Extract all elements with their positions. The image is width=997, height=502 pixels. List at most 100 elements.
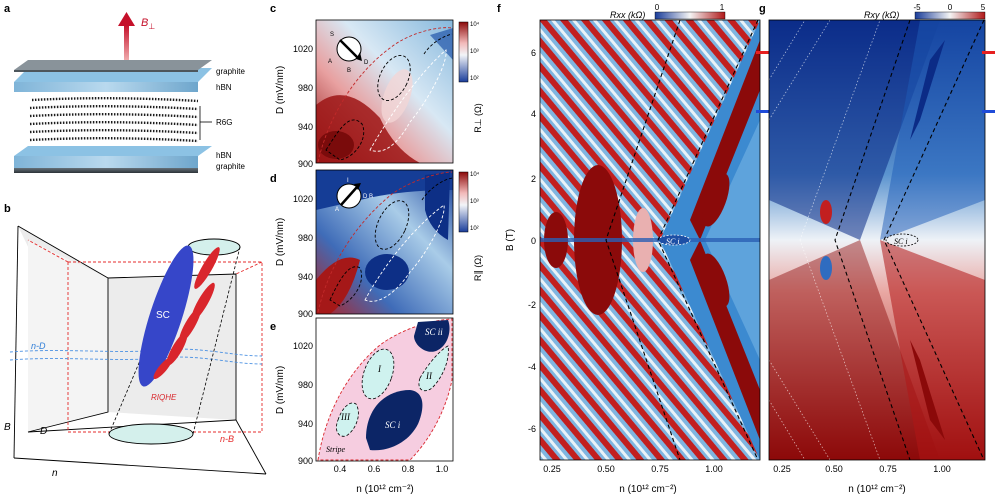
contact-i: I (347, 178, 349, 184)
panel-e: e SC ii I II III SC i Stripe 1020 980 94… (270, 317, 454, 495)
panel-c: c S A D B 1020 980 940 900 D (mV/nm) 10⁴… (270, 3, 483, 169)
region-iii (336, 402, 359, 437)
riqhe-ellipsoids (153, 247, 220, 380)
g-cbar-label: Rxy (kΩ) (864, 10, 899, 20)
g-dashed-lines (834, 20, 985, 460)
f-xticks: 0.25 0.50 0.75 1.00 (543, 464, 723, 474)
layer-label-bottom-graphite: graphite (216, 162, 245, 171)
svg-text:6: 6 (531, 48, 536, 58)
nd-label: n-D (31, 341, 46, 351)
d-cbar-label: R∥ (Ω) (473, 255, 483, 281)
svg-text:900: 900 (298, 456, 313, 466)
svg-text:10⁴: 10⁴ (470, 21, 480, 28)
sc-ellipsoid (138, 245, 194, 387)
nb-label: n-B (220, 434, 234, 444)
c-colorbar (458, 21, 469, 83)
svg-text:1: 1 (720, 3, 725, 12)
g-marker-blue (982, 110, 995, 113)
c-colorbar-ticks: 10⁴ 10³ 10² (470, 21, 480, 82)
svg-text:5: 5 (981, 3, 986, 12)
svg-text:900: 900 (298, 159, 313, 169)
svg-text:980: 980 (298, 83, 313, 93)
svg-text:0.8: 0.8 (402, 464, 415, 474)
svg-text:0.4: 0.4 (334, 464, 347, 474)
d-ylabel: D (mV/nm) (275, 218, 286, 266)
svg-text:0.25: 0.25 (773, 464, 791, 474)
layer-label-r6g: R6G (216, 118, 232, 127)
f-xlabel: n (10¹² cm⁻²) (619, 484, 677, 495)
label-sc-i: SC i (385, 420, 401, 430)
svg-text:1.00: 1.00 (705, 464, 723, 474)
svg-text:1.0: 1.0 (436, 464, 449, 474)
e-xlabel: n (10¹² cm⁻²) (356, 484, 414, 495)
f-marker-red (756, 51, 769, 54)
svg-text:940: 940 (298, 272, 313, 282)
contact-d: D (364, 60, 369, 66)
label-ii: II (425, 371, 433, 381)
e-yticks: 1020 980 940 900 (293, 341, 313, 466)
svg-text:1.00: 1.00 (933, 464, 951, 474)
f-ylabel: B (T) (505, 229, 516, 251)
svg-text:0.50: 0.50 (597, 464, 615, 474)
top-graphite (14, 60, 212, 70)
contact-b: B (347, 68, 351, 74)
bottom-graphite (14, 168, 198, 173)
label-i: I (377, 364, 382, 374)
svg-text:1020: 1020 (293, 341, 313, 351)
svg-text:0.6: 0.6 (368, 464, 381, 474)
axis-label-d: D (40, 426, 47, 437)
r6g-layers (29, 97, 199, 143)
panel-b: b SC RIQHE n-D n-B B D n (4, 203, 267, 479)
svg-text:2: 2 (531, 174, 536, 184)
region-i (361, 348, 395, 400)
axis-label-b: B (4, 422, 11, 433)
svg-text:0: 0 (531, 236, 536, 246)
svg-text:1020: 1020 (293, 44, 313, 54)
axis-label-n: n (52, 468, 58, 479)
contact-a: A (328, 59, 332, 65)
svg-text:-5: -5 (913, 3, 921, 12)
svg-text:-2: -2 (528, 300, 536, 310)
svg-text:4: 4 (531, 109, 536, 119)
svg-text:10²: 10² (470, 76, 479, 82)
svg-text:980: 980 (298, 380, 313, 390)
contact-d-b: D B (363, 194, 373, 200)
c-yticks: 1020 980 940 900 (293, 44, 313, 169)
svg-text:940: 940 (298, 419, 313, 429)
panel-label-g: g (759, 3, 766, 15)
sc-label: SC (156, 310, 170, 321)
panel-label-c: c (270, 3, 276, 15)
panel-f: f SC i 0 1 Rxx (kΩ) 6 4 2 0 -2 (497, 3, 769, 495)
sc-i-region (366, 390, 423, 451)
panel-label-d: d (270, 173, 277, 185)
svg-text:-4: -4 (528, 362, 536, 372)
panel-g: g SC i -5 0 5 Rxy (kΩ) 0.25 0.50 0.75 (759, 3, 995, 495)
g-colorbar-ticks: -5 0 5 (913, 3, 985, 12)
g-colorbar (914, 11, 986, 20)
svg-text:10⁴: 10⁴ (470, 171, 480, 178)
svg-text:940: 940 (298, 122, 313, 132)
f-yticks: 6 4 2 0 -2 -4 -6 (528, 48, 536, 434)
field-label: B⊥ (141, 17, 155, 31)
panel-a: a B⊥ graphite hBN R6G hBN graphite (4, 3, 245, 173)
f-dashed-lines (605, 20, 759, 460)
svg-text:980: 980 (298, 233, 313, 243)
svg-text:900: 900 (298, 309, 313, 319)
label-sc-ii: SC ii (425, 327, 443, 337)
contact-a-d: A (335, 207, 339, 213)
f-colorbar-ticks: 0 1 (655, 3, 725, 12)
label-stripe: Stripe (326, 445, 346, 454)
g-xlabel: n (10¹² cm⁻²) (848, 484, 906, 495)
panel-d: d I D B A 1020 980 940 900 D (mV/nm) 10⁴… (270, 169, 483, 319)
svg-text:0: 0 (948, 3, 953, 12)
g-marker-red (982, 51, 995, 54)
g-sci-label: SC i (894, 237, 908, 246)
bottom-hbn (14, 146, 212, 156)
svg-text:0: 0 (655, 3, 660, 12)
f-colorbar (654, 11, 726, 20)
region-ii (418, 345, 449, 392)
layer-label-top-hbn: hBN (216, 83, 232, 92)
d-colorbar (458, 171, 469, 233)
svg-text:0.75: 0.75 (651, 464, 669, 474)
label-iii: III (340, 412, 351, 422)
